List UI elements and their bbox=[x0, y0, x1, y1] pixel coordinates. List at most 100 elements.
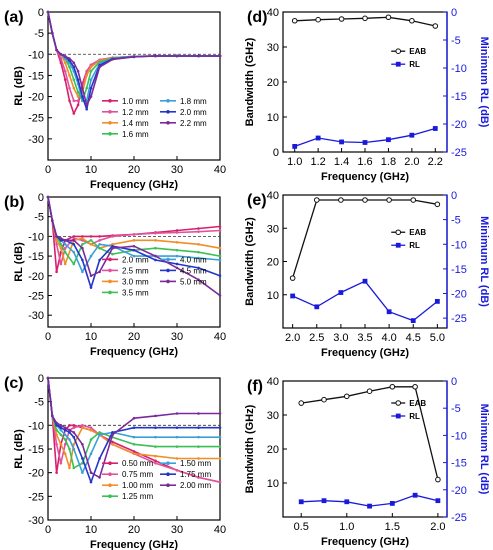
series-point bbox=[72, 61, 76, 65]
legend-label: 1.50 mm bbox=[180, 459, 211, 468]
series-line bbox=[47, 377, 220, 469]
series-point bbox=[197, 230, 200, 233]
series-point bbox=[197, 278, 200, 282]
series-point bbox=[111, 431, 114, 434]
legend-marker bbox=[108, 257, 112, 262]
x-tick-label: 40 bbox=[214, 164, 226, 176]
series-point bbox=[89, 426, 93, 430]
right-tick-label: -10 bbox=[451, 430, 467, 442]
legend-marker bbox=[166, 268, 170, 273]
series-point bbox=[81, 258, 84, 262]
x-axis-label: Frequency (GHz) bbox=[90, 346, 178, 358]
series-point bbox=[72, 262, 76, 266]
series-point bbox=[81, 424, 84, 427]
legend-marker bbox=[166, 110, 170, 114]
series-point bbox=[386, 309, 392, 315]
series-point bbox=[81, 246, 84, 250]
series-point bbox=[313, 197, 320, 203]
series-point bbox=[197, 250, 200, 254]
legend-label: 1.25 mm bbox=[122, 492, 153, 501]
series-point bbox=[63, 69, 67, 73]
series-point bbox=[63, 426, 67, 430]
series-point bbox=[59, 461, 63, 465]
series-point bbox=[63, 55, 67, 58]
series-point bbox=[111, 235, 114, 238]
series-point bbox=[412, 383, 418, 390]
plot-frame bbox=[282, 11, 448, 153]
series-point bbox=[132, 426, 136, 430]
series-point bbox=[132, 416, 136, 420]
series-point bbox=[59, 246, 63, 250]
series-point bbox=[218, 254, 222, 258]
series-point bbox=[76, 99, 80, 103]
series-point bbox=[72, 237, 76, 240]
y-tick-label: 20 bbox=[267, 77, 279, 89]
series-point bbox=[154, 454, 157, 458]
panel-c: (c) 0 10 20 30 40 0 -5 -10 -15 -20 -25 -30 Frequency … bbox=[4, 373, 226, 550]
series-point bbox=[72, 250, 76, 254]
y-tick-label: -10 bbox=[28, 49, 44, 61]
series-point bbox=[89, 274, 93, 278]
series-point bbox=[68, 99, 71, 103]
series-point bbox=[154, 414, 157, 418]
series-point bbox=[218, 258, 222, 262]
series-point bbox=[389, 501, 395, 506]
series-line bbox=[291, 199, 438, 279]
series-point bbox=[218, 294, 222, 297]
series-point bbox=[338, 290, 344, 295]
x-axis-label: Frequency (GHz) bbox=[321, 536, 409, 548]
series-point bbox=[98, 433, 101, 437]
series-point bbox=[68, 431, 71, 434]
series-point bbox=[218, 445, 222, 448]
y-tick-label: 40 bbox=[267, 190, 279, 202]
series-point bbox=[218, 225, 222, 228]
series-point bbox=[72, 65, 76, 69]
series-point bbox=[154, 459, 157, 463]
series-point bbox=[72, 426, 76, 430]
series-point bbox=[321, 498, 327, 504]
series-point bbox=[55, 48, 58, 52]
legend-label: EAB bbox=[409, 228, 426, 237]
legend-marker bbox=[166, 461, 170, 466]
right-tick-label: 0 bbox=[451, 376, 457, 388]
series-point bbox=[59, 239, 63, 242]
series-point bbox=[51, 219, 54, 222]
x-tick-label: 2.0 bbox=[430, 521, 445, 533]
right-tick-label: -25 bbox=[451, 147, 467, 159]
series-point bbox=[434, 201, 441, 208]
legend-marker bbox=[108, 483, 112, 488]
y-tick-label: 10 bbox=[267, 112, 279, 124]
series-point bbox=[132, 442, 136, 446]
series-point bbox=[175, 469, 179, 472]
legend-label: EAB bbox=[409, 47, 426, 56]
right-tick-label: -15 bbox=[451, 264, 467, 276]
x-tick-label: 0 bbox=[45, 331, 51, 343]
y-tick-label: -20 bbox=[28, 271, 44, 283]
series-point bbox=[154, 426, 157, 430]
series-point bbox=[72, 235, 76, 238]
legend-marker bbox=[395, 48, 402, 55]
legend-label: 2.00 mm bbox=[180, 481, 211, 490]
series-point bbox=[154, 239, 157, 242]
series-point bbox=[72, 466, 76, 470]
series-point bbox=[175, 262, 179, 266]
x-tick-label: 1.0 bbox=[339, 521, 354, 533]
y-tick-label: 0 bbox=[38, 7, 44, 19]
series-point bbox=[76, 91, 80, 94]
series-point bbox=[72, 78, 76, 81]
y-tick-label: -10 bbox=[28, 420, 44, 432]
x-tick-label: 1.2 bbox=[310, 156, 325, 168]
panel-e: (e) 2.0 2.5 3.0 3.5 4.0 4.5 5.0 10 20 30 40 Frequenc… bbox=[244, 190, 490, 359]
right-tick-label: -10 bbox=[451, 239, 467, 251]
x-tick-label: 2.2 bbox=[428, 156, 443, 168]
y-tick-label: -30 bbox=[28, 515, 44, 527]
y-axis-label: RL (dB) bbox=[13, 242, 25, 282]
legend-marker bbox=[108, 472, 112, 477]
series-point bbox=[218, 457, 222, 460]
right-tick-label: -10 bbox=[451, 63, 467, 75]
legend-marker bbox=[395, 413, 401, 419]
series-point bbox=[132, 435, 136, 439]
series-point bbox=[175, 241, 179, 244]
series-point bbox=[175, 254, 179, 258]
